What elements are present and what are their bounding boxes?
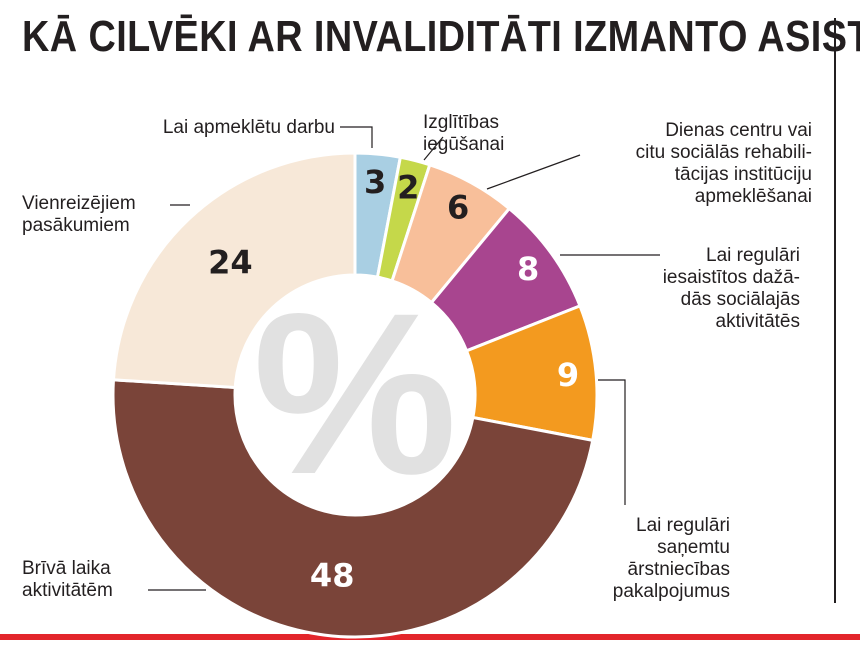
label-4: Lai regulāri saņemtu ārstniecības pakalpoju…	[613, 515, 730, 603]
data-label-3: 8	[517, 250, 539, 288]
divider-vertical	[834, 18, 836, 603]
label-2: Dienas centru vai citu sociālās rehabili-…	[636, 120, 812, 208]
label-line: apmeklēšanai	[694, 186, 812, 207]
label-line: pasākumiem	[22, 215, 130, 236]
label-line: Lai apmeklētu darbu	[162, 117, 335, 138]
label-line: ārstniecības	[627, 559, 730, 580]
label-line: Lai regulāri	[636, 515, 730, 536]
label-3: Lai regulāri iesaistītos dažā-dās sociāla…	[663, 245, 800, 333]
label-line: dās sociālajās	[680, 289, 800, 310]
label-line: pakalpojumus	[612, 581, 730, 602]
label-line: aktivitātēs	[715, 311, 800, 332]
label-line: Vienreizējiem	[22, 193, 136, 214]
center-percent-symbol: %	[253, 265, 458, 522]
label-line: Izglītības	[423, 112, 500, 133]
label-line: saņemtu	[657, 537, 730, 558]
slice-6	[111, 151, 357, 390]
label-line: Brīvā laika	[22, 558, 111, 579]
chart-title: KĀ CILVĒKI AR INVALIDITĀTI IZMANTO ASIST…	[22, 12, 860, 61]
leader-line-1	[423, 136, 444, 161]
label-1: Izglītības iegūšanai	[423, 112, 504, 156]
label-line: iegūšanai	[423, 134, 505, 155]
data-label-4: 9	[557, 356, 579, 394]
leader-line-4	[598, 379, 626, 505]
data-label-5: 48	[310, 557, 355, 595]
label-line: Dienas centru vai	[665, 120, 812, 141]
slice-5	[111, 378, 595, 639]
label-line: aktivitātēm	[22, 580, 113, 601]
data-label-6: 24	[208, 243, 253, 281]
leader-line-0	[340, 126, 373, 148]
label-line: iesaistītos dažā-	[662, 267, 800, 288]
label-6: Vienreizējiem pasākumiem	[22, 193, 136, 237]
label-line: citu sociālās rehabili-	[635, 142, 812, 163]
label-line: Lai regulāri	[706, 245, 800, 266]
data-label-0: 3	[364, 163, 386, 201]
label-0: Lai apmeklētu darbu	[163, 117, 335, 139]
divider-red	[0, 634, 860, 640]
data-label-1: 2	[397, 169, 419, 207]
data-label-2: 6	[447, 188, 469, 226]
label-5: Brīvā laika aktivitātēm	[22, 558, 113, 602]
leader-line-2	[486, 154, 581, 190]
label-line: tācijas institūciju	[674, 164, 812, 185]
